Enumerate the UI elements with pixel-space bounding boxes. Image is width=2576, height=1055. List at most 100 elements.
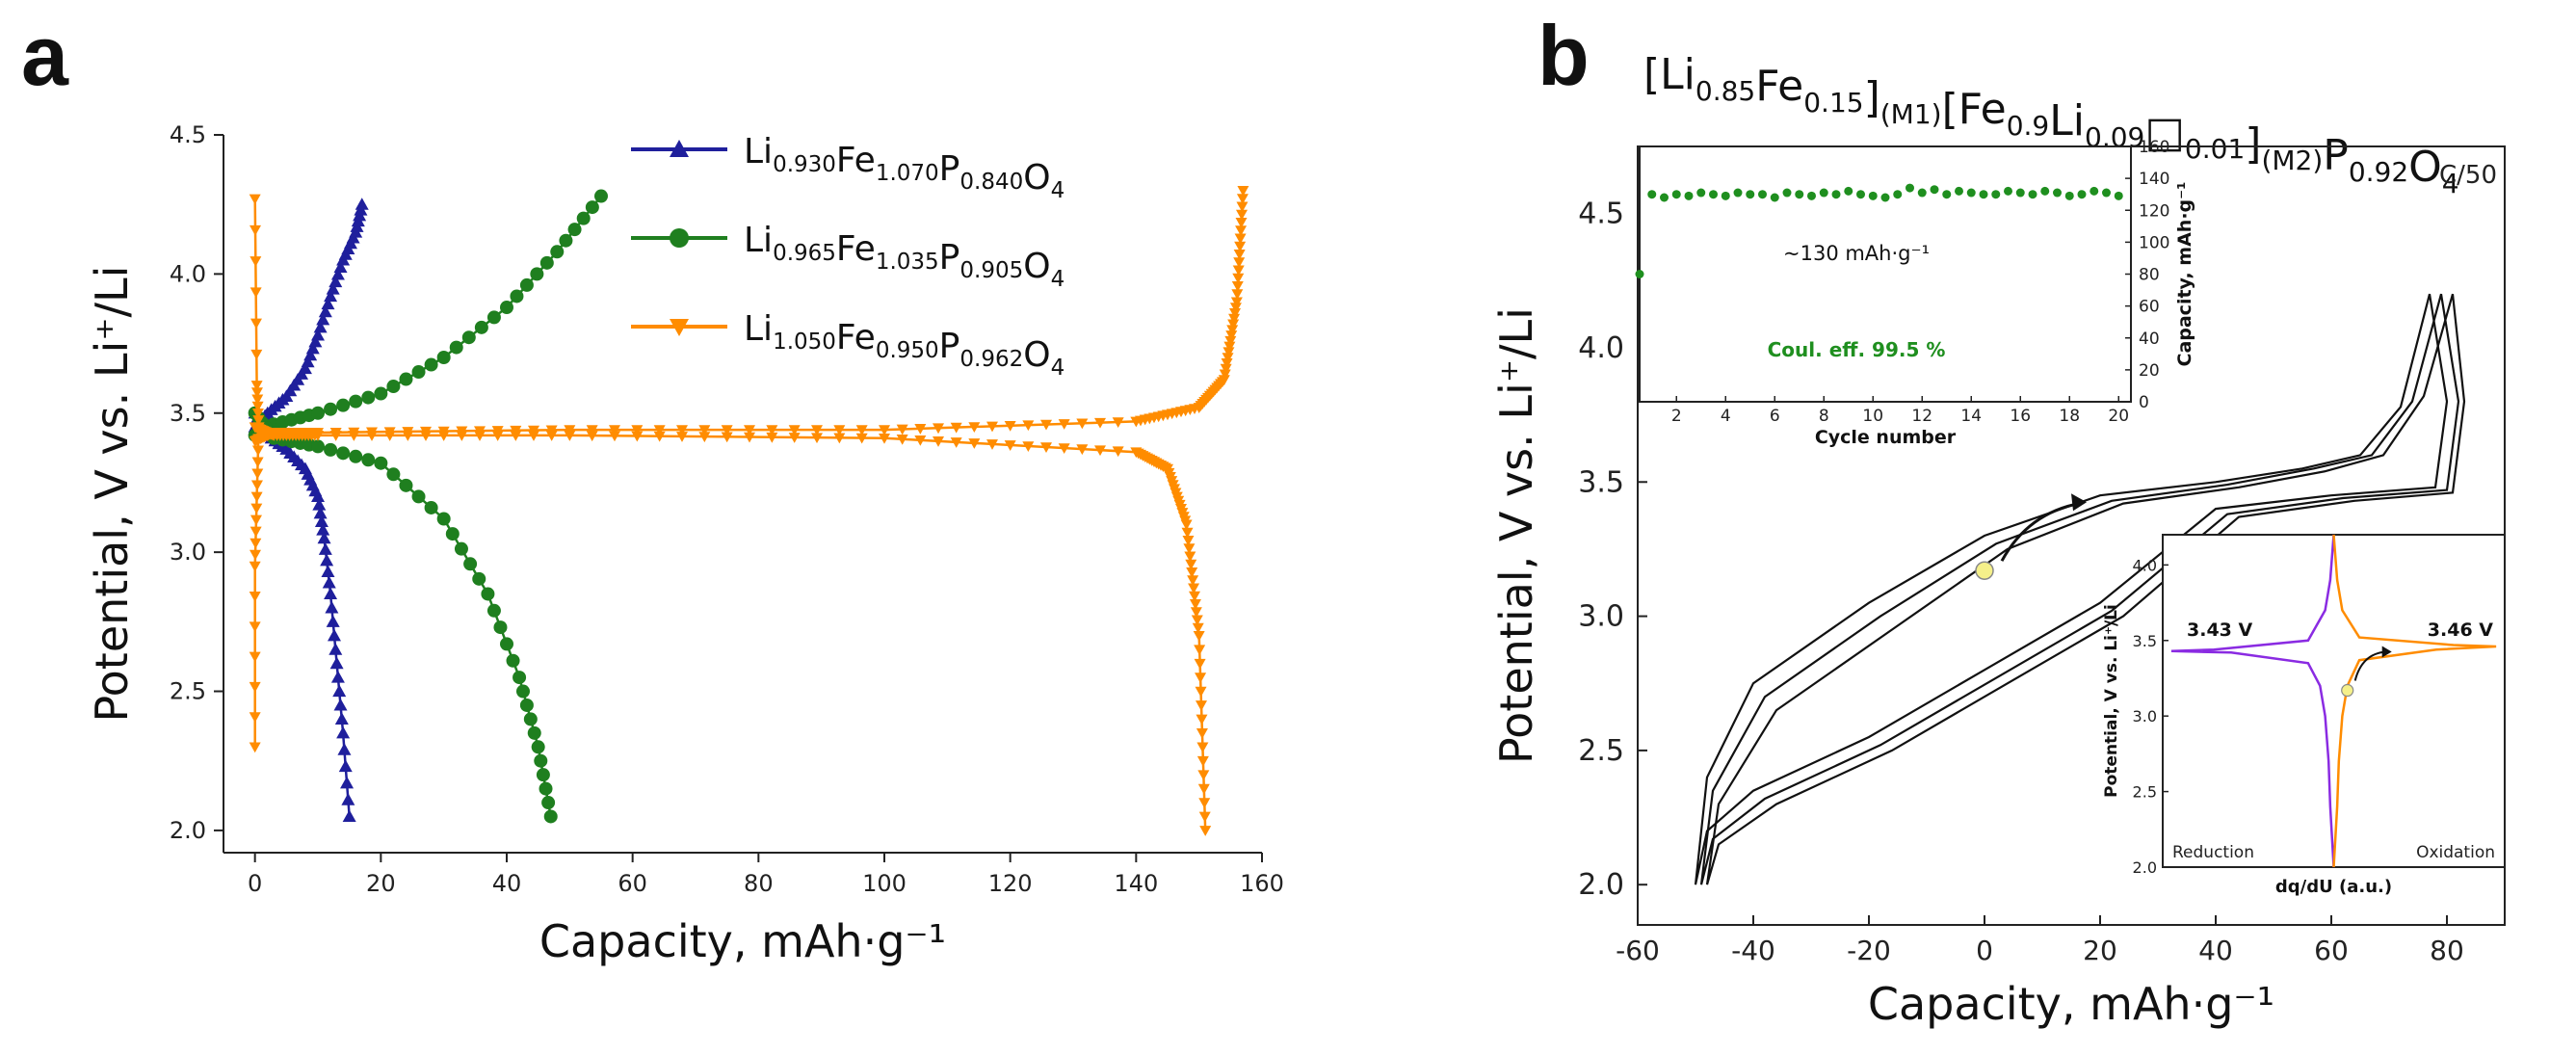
data-point	[1193, 630, 1205, 642]
data-point	[1229, 303, 1242, 314]
data-point	[1058, 419, 1070, 430]
data-point	[312, 498, 327, 511]
data-point	[1221, 357, 1233, 369]
data-point	[914, 424, 927, 435]
data-point	[326, 281, 340, 295]
rate-label: C/50	[2439, 161, 2497, 190]
x-tick-label: 0	[1976, 935, 1993, 966]
data-point	[1186, 567, 1198, 578]
data-point	[513, 671, 527, 685]
data-point	[320, 553, 334, 567]
data-point	[1235, 225, 1248, 237]
panel-label-b: b	[1538, 8, 1590, 103]
data-point	[1234, 241, 1247, 252]
data-point	[653, 431, 666, 442]
x-tick-label: -60	[1616, 935, 1660, 966]
data-point	[249, 194, 261, 205]
data-point	[896, 424, 908, 435]
data-point	[1190, 607, 1202, 619]
data-point	[251, 445, 264, 457]
data-point	[541, 796, 556, 810]
data-point	[399, 478, 413, 492]
capacity-point	[1770, 193, 1779, 202]
data-point	[968, 422, 981, 433]
data-point	[342, 809, 356, 823]
data-point	[321, 297, 335, 310]
data-point	[366, 431, 378, 441]
data-point	[374, 386, 388, 401]
data-point	[1180, 519, 1193, 531]
data-point	[374, 456, 388, 470]
y-tick-label: 2.5	[1578, 734, 1624, 768]
title-text: P	[2323, 131, 2349, 180]
data-point	[250, 480, 263, 491]
inset-x-tick-label: 14	[1960, 407, 1982, 426]
capacity-point	[2077, 190, 2087, 199]
data-point	[1189, 598, 1201, 610]
data-point	[1191, 615, 1203, 626]
data-point	[1222, 347, 1235, 358]
dqdu-curve-reduction	[2170, 534, 2335, 868]
y-tick-label: 2.5	[170, 678, 206, 705]
inset-y-tick-label: 100	[2139, 233, 2169, 252]
legend-element: P	[939, 238, 960, 277]
capacity-point	[1758, 190, 1767, 199]
panel-a: a 0 20 40 60 80 100 120 140 160 2.0 2.5 3.0 3.5 4.0 4.5…	[21, 8, 1284, 967]
data-point	[1196, 728, 1208, 739]
x-tick-label: 60	[618, 870, 647, 897]
legend-subscript: 0.962	[959, 347, 1023, 372]
data-point	[1196, 700, 1207, 711]
data-point	[327, 628, 341, 642]
data-point	[250, 503, 263, 514]
data-point	[308, 334, 323, 348]
title-subscript: 0.85	[1695, 75, 1755, 107]
data-point	[355, 198, 369, 210]
data-point	[744, 425, 755, 436]
data-point	[250, 287, 262, 299]
inset-y-tick-label: 3.0	[2133, 707, 2157, 725]
data-point	[437, 431, 450, 441]
data-point	[1094, 445, 1106, 457]
data-point	[326, 615, 340, 627]
legend-element: O	[1023, 247, 1050, 286]
legend-element: O	[1023, 158, 1050, 198]
data-point	[1004, 420, 1016, 432]
data-point	[316, 523, 330, 536]
data-point	[698, 432, 711, 443]
data-point	[1232, 265, 1245, 277]
data-point	[855, 425, 868, 436]
legend-element: Li	[744, 221, 773, 260]
capacity-point	[2114, 191, 2123, 200]
data-point	[1076, 444, 1089, 456]
capacity-point	[1696, 188, 1706, 198]
data-point	[454, 541, 468, 556]
x-tick-label: 140	[1114, 870, 1158, 897]
data-point	[1004, 440, 1016, 451]
title-text: [Li	[1643, 50, 1695, 99]
data-point	[1220, 363, 1232, 375]
title-text: [Fe	[1942, 85, 2007, 134]
y-tick-label: 2.0	[1578, 868, 1624, 902]
data-point	[314, 514, 329, 527]
data-point	[305, 341, 320, 355]
legend-subscript: 1.035	[876, 250, 939, 275]
y-tick-label: 4.5	[170, 121, 206, 148]
title-text: Fe	[1755, 62, 1803, 111]
x-tick-label: -40	[1731, 935, 1775, 966]
data-point	[1232, 273, 1245, 284]
capacity-point	[1906, 183, 1914, 193]
data-point	[349, 449, 363, 463]
data-point	[250, 491, 263, 503]
title-subscript: 0.15	[1803, 87, 1863, 119]
data-point	[322, 575, 336, 589]
legend-subscript: 1.050	[773, 330, 836, 355]
data-point	[1181, 527, 1194, 539]
data-point	[1227, 319, 1240, 330]
data-point	[402, 431, 414, 441]
capacity-point	[1819, 188, 1828, 198]
x-tick-label: 20	[366, 870, 396, 897]
inset-cycling: 2 4 6 8 10 12 14 16 18 20 0 20 40 60 80 100 120 140 160 Cyc…	[1635, 138, 2195, 448]
capacity-point	[1831, 190, 1841, 199]
x-tick-label: 80	[2430, 935, 2464, 966]
data-point	[313, 506, 328, 519]
